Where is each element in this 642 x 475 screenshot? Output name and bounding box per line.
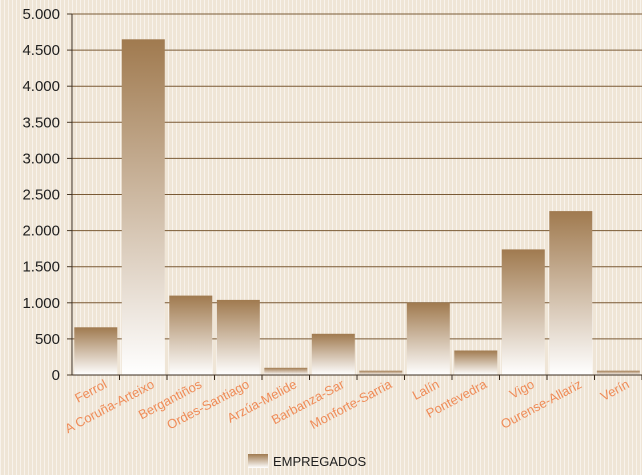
y-tick-label: 4.500	[22, 42, 60, 59]
y-tick-label: 2.500	[22, 187, 60, 204]
y-tick-label: 2.000	[22, 223, 60, 240]
bar-barbanza-sar	[311, 333, 355, 375]
y-tick-label: 0	[52, 367, 60, 384]
bar-pontevedra	[454, 350, 498, 375]
x-tick-label: Vigo	[507, 376, 537, 401]
y-tick-label: 1.500	[22, 259, 60, 276]
bar-a-coru-a-arteixo	[121, 39, 165, 376]
x-tick-label: Ourense-Allariz	[498, 376, 584, 431]
gridlines	[67, 13, 642, 376]
axes	[71, 14, 642, 380]
y-tick-label: 3.000	[22, 150, 60, 167]
bars	[74, 39, 640, 376]
bar-ferrol	[74, 327, 118, 375]
y-tick-labels: 0 500 1.000 1.500 2.000 2.500 3.000 3.500 4.000 4…	[22, 6, 60, 384]
y-tick-label: 1.000	[22, 295, 60, 312]
y-tick-label: 5.000	[22, 6, 60, 23]
bar-monforte-sarria	[359, 370, 403, 375]
bar-berganti-os	[169, 295, 213, 375]
y-tick-label: 500	[35, 331, 60, 348]
x-tick-label: Verín	[598, 376, 632, 403]
bar-lal-n	[406, 302, 450, 375]
y-tick-label: 4.000	[22, 78, 60, 95]
legend-swatch	[248, 454, 268, 468]
bar-ver-n	[596, 370, 640, 375]
bar-ordes-santiago	[216, 299, 260, 375]
bar-arz-a-melide	[264, 367, 308, 375]
x-tick-label: Lalín	[410, 376, 442, 402]
legend: EMPREGADOS	[248, 454, 367, 469]
y-tick-label: 3.500	[22, 114, 60, 131]
bar-ourense-allariz	[549, 211, 593, 375]
x-tick-label: Monforte-Sarria	[307, 376, 394, 432]
legend-label: EMPREGADOS	[273, 454, 367, 469]
bar-vigo	[501, 249, 545, 375]
